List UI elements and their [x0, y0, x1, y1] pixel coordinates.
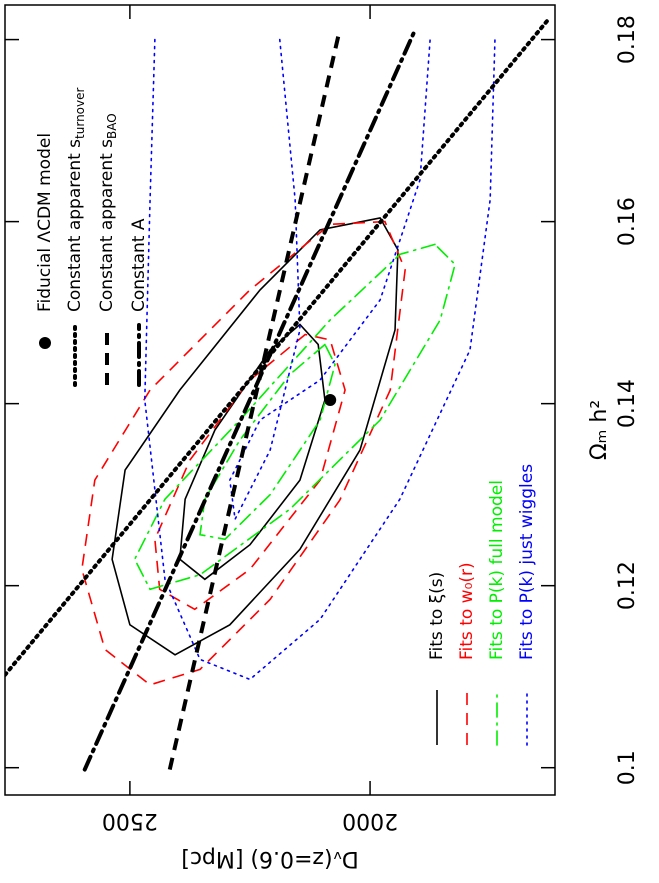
legend-label-main: Constant apparent s: [65, 139, 85, 312]
legend-label: Fits to w₀(r): [457, 562, 477, 660]
fiducial-point: [324, 394, 337, 406]
x-axis-label: Dᵥ(z=0.6) [Mpc]: [181, 846, 358, 871]
legend-label-main: Constant A: [129, 218, 149, 312]
legend-symbol: [39, 337, 51, 349]
contour-line: [228, 38, 431, 522]
contour-line: [143, 38, 496, 681]
constant-line: [167, 29, 342, 770]
legend-label: Fits to P(k) full model: [487, 480, 507, 660]
legend-label-main: Constant apparent s: [97, 139, 117, 312]
x-tick-label: 2500: [102, 808, 158, 833]
plot-frame: [4, 4, 556, 796]
contour-line: [133, 243, 456, 591]
y-tick-label: 0.14: [615, 379, 640, 428]
legend-label-sub: turnover: [73, 88, 87, 139]
legend-label: Constant apparent sturnover: [65, 88, 87, 312]
legend-label: Fits to ξ(s): [427, 572, 447, 660]
y-axis-label: Ωₘ h²: [587, 400, 612, 460]
y-tick-label: 0.1: [615, 750, 640, 785]
constant-line: [82, 27, 418, 772]
legend-label: Constant apparent sBAO: [97, 113, 119, 312]
y-tick-label: 0.12: [615, 561, 640, 610]
y-tick-label: 0.18: [615, 15, 640, 64]
legend-label: Constant A: [129, 218, 149, 312]
contour-line: [111, 217, 399, 656]
legend-label: Fiducial ΛCDM model: [35, 133, 55, 312]
contour-line: [81, 220, 406, 686]
x-tick-label: 2000: [342, 808, 398, 833]
y-tick-label: 0.16: [615, 197, 640, 246]
legend-label: Fits to P(k) just wiggles: [517, 464, 537, 660]
legend-label-sub: BAO: [105, 113, 119, 139]
contour-line: [154, 333, 346, 611]
constant-line: [5, 17, 551, 677]
contour-line: [199, 343, 336, 541]
